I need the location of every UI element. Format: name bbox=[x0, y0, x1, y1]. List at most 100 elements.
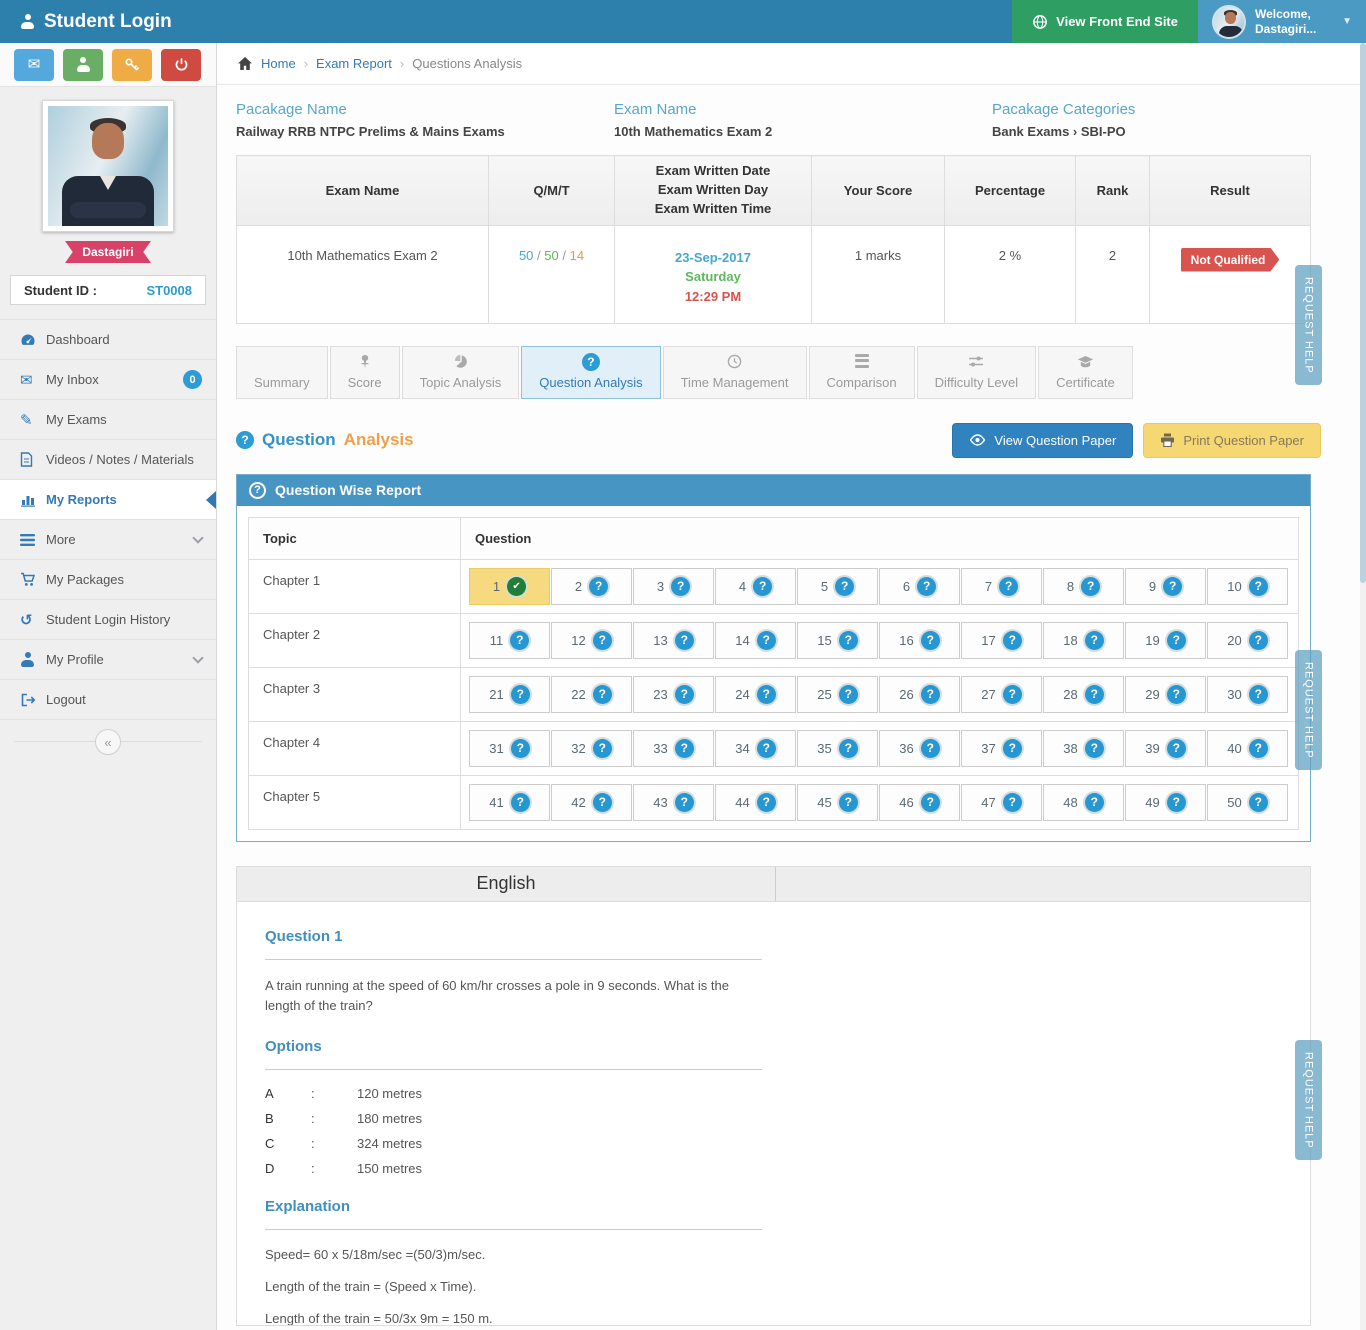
tab-time-management[interactable]: Time Management bbox=[662, 345, 807, 399]
tab-difficulty-level[interactable]: Difficulty Level bbox=[916, 345, 1037, 399]
power-button[interactable] bbox=[161, 48, 201, 81]
question-chip-5[interactable]: 5 bbox=[797, 567, 878, 605]
chip-number: 49 bbox=[1145, 794, 1160, 810]
question-chip-32[interactable]: 32 bbox=[551, 729, 632, 767]
question-chip-41[interactable]: 41 bbox=[469, 783, 550, 821]
question-chip-18[interactable]: 18 bbox=[1043, 621, 1124, 659]
question-chip-38[interactable]: 38 bbox=[1043, 729, 1124, 767]
question-chip-19[interactable]: 19 bbox=[1125, 621, 1206, 659]
question-chip-28[interactable]: 28 bbox=[1043, 675, 1124, 713]
app-brand: Student Login bbox=[0, 11, 172, 33]
package-categories-block: Pacakage Categories Bank Exams › SBI-PO bbox=[992, 101, 1332, 139]
question-chip-29[interactable]: 29 bbox=[1125, 675, 1206, 713]
view-question-paper-button[interactable]: View Question Paper bbox=[952, 422, 1134, 458]
view-front-end-button[interactable]: View Front End Site bbox=[1012, 0, 1198, 43]
question-chip-7[interactable]: 7 bbox=[961, 567, 1042, 605]
question-chip-9[interactable]: 9 bbox=[1125, 567, 1206, 605]
tab-summary[interactable]: Summary bbox=[236, 345, 328, 399]
question-chip-4[interactable]: 4 bbox=[715, 567, 796, 605]
sidebar-item-my-exams[interactable]: ✎ My Exams bbox=[0, 400, 216, 440]
question-chip-14[interactable]: 14 bbox=[715, 621, 796, 659]
user-menu[interactable]: Welcome, Dastagiri... bbox=[1198, 0, 1366, 43]
envelope-icon bbox=[28, 57, 41, 72]
question-chip-11[interactable]: 11 bbox=[469, 621, 550, 659]
question-chip-2[interactable]: 2 bbox=[551, 567, 632, 605]
request-help-tab[interactable]: REQUEST HELP bbox=[1295, 650, 1322, 770]
breadcrumb-home[interactable]: Home bbox=[261, 56, 296, 71]
chip-number: 32 bbox=[571, 740, 586, 756]
sidebar-item-student-login-history[interactable]: ↺ Student Login History bbox=[0, 600, 216, 640]
question-chip-17[interactable]: 17 bbox=[961, 621, 1042, 659]
sidebar-item-dashboard[interactable]: Dashboard bbox=[0, 320, 216, 360]
question-chip-12[interactable]: 12 bbox=[551, 621, 632, 659]
sidebar-collapse-button[interactable]: « bbox=[95, 729, 121, 755]
request-help-tab[interactable]: REQUEST HELP bbox=[1295, 265, 1322, 385]
questions-cell: 31 32 33 34 35 36 37 38 39 40 bbox=[460, 720, 1299, 776]
sidebar-item-my-profile[interactable]: My Profile bbox=[0, 640, 216, 680]
password-button[interactable] bbox=[112, 48, 152, 81]
chip-number: 45 bbox=[817, 794, 832, 810]
question-circle-icon bbox=[756, 630, 776, 650]
question-chip-50[interactable]: 50 bbox=[1207, 783, 1288, 821]
sidebar-menu: Dashboard ✉ My Inbox 0 ✎ My Exams Videos… bbox=[0, 319, 216, 720]
tab-topic-analysis[interactable]: Topic Analysis bbox=[401, 345, 520, 399]
tab-question-analysis[interactable]: Question Analysis bbox=[521, 345, 661, 399]
breadcrumb-exam-report[interactable]: Exam Report bbox=[316, 56, 392, 71]
main-area: Home Exam Report Questions Analysis Paca… bbox=[217, 43, 1366, 1330]
question-chip-48[interactable]: 48 bbox=[1043, 783, 1124, 821]
question-detail-panel: English Question 1 A train running at th… bbox=[236, 865, 1311, 1326]
question-chip-3[interactable]: 3 bbox=[633, 567, 714, 605]
sidebar-item-my-reports[interactable]: My Reports bbox=[0, 480, 216, 520]
question-chip-27[interactable]: 27 bbox=[961, 675, 1042, 713]
question-chip-45[interactable]: 45 bbox=[797, 783, 878, 821]
question-chip-16[interactable]: 16 bbox=[879, 621, 960, 659]
question-chip-21[interactable]: 21 bbox=[469, 675, 550, 713]
scrollbar-thumb[interactable] bbox=[1360, 43, 1366, 583]
question-chip-20[interactable]: 20 bbox=[1207, 621, 1288, 659]
sidebar-item-my-inbox[interactable]: ✉ My Inbox 0 bbox=[0, 360, 216, 400]
tab-certificate[interactable]: Certificate bbox=[1038, 345, 1133, 399]
question-chip-39[interactable]: 39 bbox=[1125, 729, 1206, 767]
sidebar-item-more[interactable]: More bbox=[0, 520, 216, 560]
power-icon bbox=[174, 57, 189, 72]
language-tab-english[interactable]: English bbox=[237, 866, 776, 901]
question-chip-46[interactable]: 46 bbox=[879, 783, 960, 821]
question-chip-15[interactable]: 15 bbox=[797, 621, 878, 659]
question-chip-43[interactable]: 43 bbox=[633, 783, 714, 821]
question-chip-42[interactable]: 42 bbox=[551, 783, 632, 821]
question-chip-49[interactable]: 49 bbox=[1125, 783, 1206, 821]
question-chip-8[interactable]: 8 bbox=[1043, 567, 1124, 605]
question-chip-44[interactable]: 44 bbox=[715, 783, 796, 821]
question-chip-40[interactable]: 40 bbox=[1207, 729, 1288, 767]
profile-button[interactable] bbox=[63, 48, 103, 81]
sidebar-item-my-packages[interactable]: My Packages bbox=[0, 560, 216, 600]
question-chip-6[interactable]: 6 bbox=[879, 567, 960, 605]
question-chip-35[interactable]: 35 bbox=[797, 729, 878, 767]
question-chip-22[interactable]: 22 bbox=[551, 675, 632, 713]
breadcrumb-separator bbox=[400, 56, 404, 71]
question-chip-25[interactable]: 25 bbox=[797, 675, 878, 713]
question-chip-30[interactable]: 30 bbox=[1207, 675, 1288, 713]
cell-exam-name: 10th Mathematics Exam 2 bbox=[236, 224, 489, 324]
question-chip-1[interactable]: 1 bbox=[469, 567, 550, 605]
question-chip-37[interactable]: 37 bbox=[961, 729, 1042, 767]
sidebar-item-videos-notes-materials[interactable]: Videos / Notes / Materials bbox=[0, 440, 216, 480]
question-chip-10[interactable]: 10 bbox=[1207, 567, 1288, 605]
question-chip-47[interactable]: 47 bbox=[961, 783, 1042, 821]
inbox-button[interactable] bbox=[14, 48, 54, 81]
question-chip-33[interactable]: 33 bbox=[633, 729, 714, 767]
question-chip-34[interactable]: 34 bbox=[715, 729, 796, 767]
question-chip-26[interactable]: 26 bbox=[879, 675, 960, 713]
print-question-paper-button[interactable]: Print Question Paper bbox=[1143, 422, 1321, 458]
question-chip-36[interactable]: 36 bbox=[879, 729, 960, 767]
question-chip-13[interactable]: 13 bbox=[633, 621, 714, 659]
envelope-icon: ✉ bbox=[20, 371, 33, 389]
question-chip-23[interactable]: 23 bbox=[633, 675, 714, 713]
question-chip-31[interactable]: 31 bbox=[469, 729, 550, 767]
request-help-tab[interactable]: REQUEST HELP bbox=[1295, 1040, 1322, 1160]
question-circle-icon bbox=[838, 738, 858, 758]
tab-score[interactable]: Score bbox=[329, 345, 400, 399]
sidebar-item-logout[interactable]: Logout bbox=[0, 680, 216, 720]
tab-comparison[interactable]: Comparison bbox=[808, 345, 915, 399]
question-chip-24[interactable]: 24 bbox=[715, 675, 796, 713]
